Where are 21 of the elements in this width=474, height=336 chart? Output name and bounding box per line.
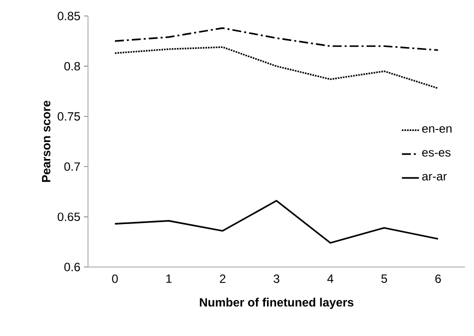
y-axis-title: Pearson score	[42, 100, 50, 182]
x-tick-label: 2	[220, 274, 226, 283]
x-tick-label: 3	[274, 274, 280, 283]
x-axis-title: Number of finetuned layers	[200, 298, 354, 309]
y-tick-label: 0.85	[58, 12, 80, 20]
y-tick-label: 0.65	[58, 212, 80, 222]
legend-label: ar-ar	[422, 174, 447, 180]
legend-label: es-es	[422, 150, 451, 157]
line-series	[114, 200, 439, 244]
line-series	[114, 46, 439, 90]
line-series	[114, 27, 439, 51]
y-tick-label: 0.75	[58, 112, 80, 121]
x-tick-label: 0	[112, 274, 118, 283]
x-tick-label: 1	[166, 274, 172, 283]
y-tick-label: 0.7	[64, 162, 80, 171]
y-tick-label: 0.8	[64, 62, 80, 70]
y-tick-label: 0.6	[64, 262, 80, 272]
x-tick-label: 5	[381, 274, 388, 283]
x-tick-label: 4	[327, 274, 334, 283]
legend-label: en-en	[422, 126, 452, 133]
x-tick-label: 6	[435, 274, 441, 283]
